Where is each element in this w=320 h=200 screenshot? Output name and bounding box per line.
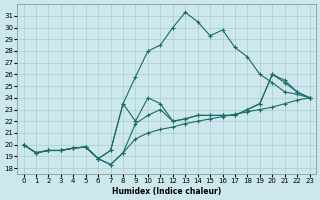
X-axis label: Humidex (Indice chaleur): Humidex (Indice chaleur) (112, 187, 221, 196)
